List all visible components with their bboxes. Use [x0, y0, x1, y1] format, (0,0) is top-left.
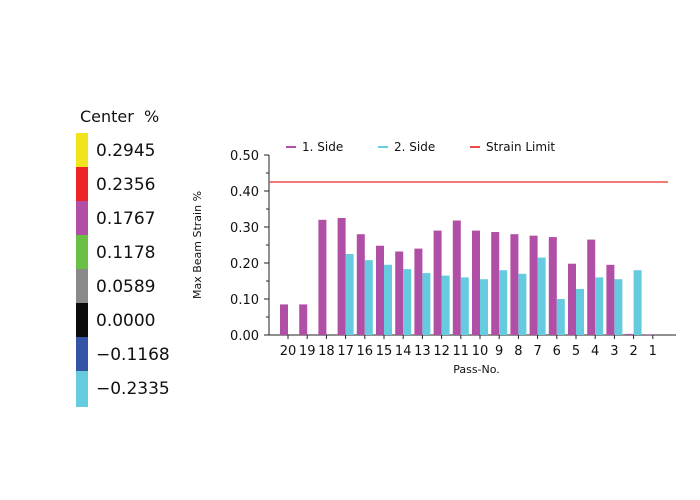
x-tick-label: 1 [649, 344, 657, 359]
bar-side-2 [422, 273, 431, 335]
bar-side-2 [576, 288, 584, 335]
chart-axes: 0.00 0.10 0.20 0.30 0.40 0.50 Max Beam Strain … [191, 149, 676, 376]
bar-side-2 [556, 299, 565, 335]
y-tick-label: 0.10 [230, 293, 259, 308]
bar-side-1 [510, 234, 519, 335]
bar-side-2 [460, 277, 469, 335]
bar-side-1 [395, 251, 404, 335]
bar-side-1 [356, 234, 365, 335]
bar-side-1 [318, 219, 327, 335]
x-tick-label: 11 [453, 344, 470, 359]
color-swatch-label: −0.2335 [96, 379, 170, 399]
color-swatch-label: 0.0589 [96, 277, 156, 297]
x-tick-label: 7 [533, 344, 541, 359]
bar-side-2 [499, 270, 508, 335]
bar-side-2 [345, 254, 354, 335]
color-scale-legend: Center % 0.2945 0.2356 0.1767 0.1178 0.0589 0… [0, 0, 200, 500]
bar-side-1 [587, 239, 596, 335]
color-swatch [76, 133, 88, 169]
color-swatch [76, 337, 88, 373]
y-tick-label: 0.20 [230, 257, 259, 272]
x-tick-label: 20 [280, 344, 297, 359]
x-tick-label: 3 [610, 344, 618, 359]
bar-side-1 [452, 220, 461, 335]
x-tick-label: 15 [376, 344, 393, 359]
bar-side-1 [280, 304, 288, 335]
bar-side-1 [606, 264, 615, 335]
y-axis-label: Max Beam Strain % [191, 191, 204, 299]
x-axis-label: Pass-No. [453, 363, 500, 376]
bar-side-1 [414, 248, 423, 335]
legend-label: 2. Side [394, 140, 435, 154]
bar-side-1 [625, 333, 634, 335]
legend-label: 1. Side [302, 140, 343, 154]
color-swatch-label: 0.1178 [96, 243, 156, 263]
bar-side-1 [337, 218, 346, 335]
bar-side-2 [633, 270, 642, 335]
color-swatch [76, 235, 88, 271]
x-tick-label: 5 [572, 344, 580, 359]
color-swatch [76, 303, 88, 339]
color-swatch-label: −0.1168 [96, 345, 170, 365]
bar-side-1 [491, 232, 500, 335]
bar-side-2 [595, 277, 604, 335]
x-tick-label: 19 [299, 344, 316, 359]
x-tick-label: 2 [629, 344, 637, 359]
bar-side-1 [433, 230, 442, 335]
color-swatch [76, 201, 88, 237]
bar-side-2 [384, 264, 392, 335]
legend-label: Strain Limit [486, 140, 555, 154]
bar-side-1 [376, 245, 384, 335]
bar-side-2 [403, 269, 412, 335]
bar-side-1 [568, 263, 576, 335]
color-swatch [76, 167, 88, 203]
y-tick-label: 0.50 [230, 149, 259, 164]
chart-bars [280, 218, 653, 335]
bar-side-1 [472, 230, 480, 335]
color-swatch [76, 269, 88, 305]
bar-side-2 [537, 257, 546, 335]
y-tick-label: 0.00 [230, 329, 259, 344]
bar-side-2 [441, 275, 450, 335]
color-swatch-label: 0.2356 [96, 175, 156, 195]
x-tick-label: 8 [514, 344, 522, 359]
y-tick-label: 0.30 [230, 221, 259, 236]
color-swatch-label: 0.0000 [96, 311, 156, 331]
bar-side-1 [529, 235, 538, 335]
color-swatch-label: 0.2945 [96, 141, 156, 161]
bar-side-2 [364, 260, 373, 335]
x-tick-label: 17 [337, 344, 354, 359]
bar-side-2 [480, 279, 488, 335]
chart-legend: 1. Side 2. Side Strain Limit [286, 140, 555, 154]
x-tick-label: 6 [553, 344, 561, 359]
x-tick-label: 4 [591, 344, 599, 359]
bar-side-1 [548, 237, 557, 335]
x-tick-label: 18 [318, 344, 335, 359]
x-tick-label: 13 [414, 344, 431, 359]
x-tick-label: 14 [395, 344, 412, 359]
x-tick-label: 9 [495, 344, 503, 359]
x-tick-label: 10 [472, 344, 489, 359]
bar-side-1 [644, 334, 653, 335]
bar-side-1 [299, 304, 308, 335]
bar-side-2 [614, 279, 623, 335]
color-scale-title: Center % [80, 107, 160, 126]
color-swatch-label: 0.1767 [96, 209, 156, 229]
y-tick-label: 0.40 [230, 185, 259, 200]
color-swatch [76, 371, 88, 407]
x-tick-label: 16 [357, 344, 374, 359]
bar-side-2 [518, 273, 527, 335]
x-tick-label: 12 [433, 344, 450, 359]
